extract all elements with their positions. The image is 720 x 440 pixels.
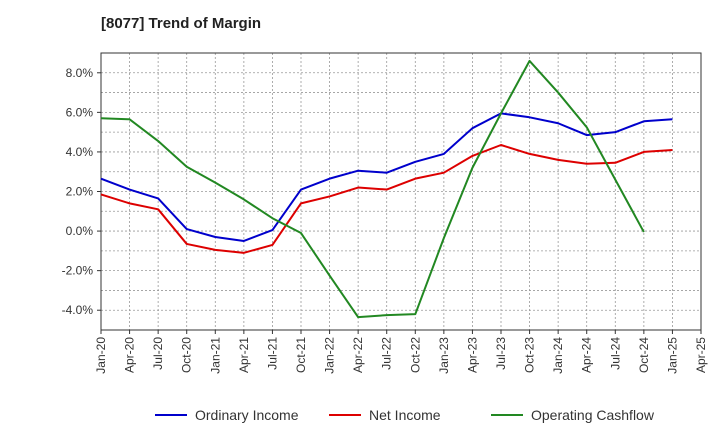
x-tick-label: Jan-22 xyxy=(323,337,337,374)
series-line-operating-cashflow xyxy=(100,59,645,319)
x-tick-label: Jul-24 xyxy=(608,337,622,370)
legend: Ordinary Income Net Income Operating Cashf… xyxy=(155,407,655,423)
x-tick-label: Jan-25 xyxy=(665,337,679,374)
x-tick-label: Oct-22 xyxy=(408,337,422,373)
x-tick-label: Apr-20 xyxy=(123,337,137,373)
x-tick-label: Oct-23 xyxy=(523,337,537,373)
y-tick-label: 8.0% xyxy=(66,66,94,80)
x-axis-ticks: Jan-20 Apr-20 Jul-20 Oct-20 Jan-21 Apr-21 Jul-… xyxy=(94,330,708,374)
x-tick-label: Jul-21 xyxy=(265,337,279,370)
x-tick-label: Jul-22 xyxy=(380,337,394,370)
series-line-ordinary-income xyxy=(100,112,673,242)
x-tick-label: Apr-23 xyxy=(465,337,479,373)
series-layer xyxy=(100,59,673,319)
chart-title: [8077] Trend of Margin xyxy=(101,15,262,32)
x-tick-label: Jul-23 xyxy=(494,337,508,370)
x-tick-label: Jan-21 xyxy=(208,337,222,374)
y-tick-label: 4.0% xyxy=(66,145,94,159)
y-tick-label: 6.0% xyxy=(66,105,94,119)
x-tick-label: Jan-20 xyxy=(94,337,108,374)
grid-layer xyxy=(101,53,701,330)
legend-label-operating-cashflow: Operating Cashflow xyxy=(531,407,655,423)
x-tick-label: Jan-23 xyxy=(437,337,451,374)
y-tick-label: 2.0% xyxy=(66,185,94,199)
x-tick-label: Oct-20 xyxy=(180,337,194,373)
x-tick-label: Jan-24 xyxy=(551,337,565,374)
x-tick-label: Apr-21 xyxy=(237,337,251,373)
y-tick-label: 0.0% xyxy=(66,224,94,238)
x-tick-label: Apr-24 xyxy=(580,337,594,373)
y-tick-label: -4.0% xyxy=(62,303,94,317)
y-axis-ticks: -4.0% -2.0% 0.0% 2.0% 4.0% 6.0% 8.0% xyxy=(62,66,101,317)
legend-label-ordinary-income: Ordinary Income xyxy=(195,407,299,423)
legend-label-net-income: Net Income xyxy=(369,407,441,423)
x-tick-label: Oct-21 xyxy=(294,337,308,373)
y-tick-label: -2.0% xyxy=(62,264,94,278)
series-line-net-income xyxy=(100,144,673,254)
x-tick-label: Oct-24 xyxy=(637,337,651,373)
x-tick-label: Apr-25 xyxy=(694,337,708,373)
x-tick-label: Apr-22 xyxy=(351,337,365,373)
x-tick-label: Jul-20 xyxy=(151,337,165,370)
